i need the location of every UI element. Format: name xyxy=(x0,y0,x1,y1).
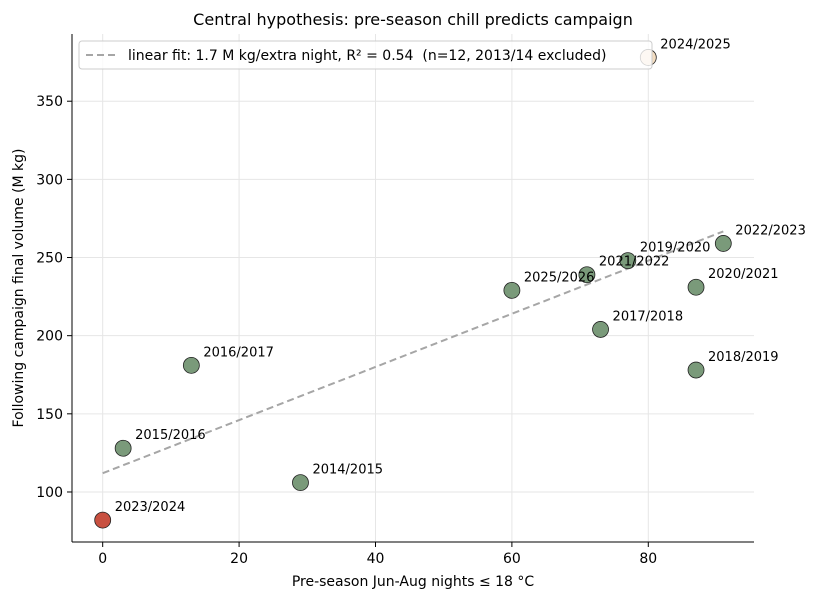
point-label: 2019/2020 xyxy=(640,241,711,256)
point-label: 2018/2019 xyxy=(708,350,779,365)
y-tick-label: 200 xyxy=(36,329,63,345)
point-label: 2016/2017 xyxy=(203,345,274,360)
legend-box xyxy=(78,40,653,70)
point-label: 2014/2015 xyxy=(312,463,383,478)
point-label: 2025/2026 xyxy=(524,270,595,285)
point-label: 2017/2018 xyxy=(613,309,684,324)
data-point xyxy=(114,439,132,457)
point-label: 2024/2025 xyxy=(660,37,731,52)
x-tick-label: 0 xyxy=(98,551,107,567)
legend: linear fit: 1.7 M kg/extra night, R² = 0… xyxy=(78,40,653,70)
y-axis-label: Following campaign final volume (M kg) xyxy=(11,149,27,428)
data-point xyxy=(503,281,521,299)
x-tick-label: 80 xyxy=(639,551,657,567)
data-point xyxy=(292,474,309,492)
x-axis-label: Pre-season Jun-Aug nights ≤ 18 °C xyxy=(292,574,535,590)
x-tick-label: 60 xyxy=(503,551,521,567)
tick-labels: 0 20 40 60 80 100 150 200 250 300 350 xyxy=(36,94,657,567)
y-tick-label: 350 xyxy=(36,94,63,110)
data-point xyxy=(619,252,637,270)
point-label: 2015/2016 xyxy=(135,428,206,443)
legend-label: linear fit: 1.7 M kg/extra night, R² = 0… xyxy=(128,48,606,64)
data-point xyxy=(592,321,609,338)
data-point xyxy=(182,356,200,374)
point-label: 2022/2023 xyxy=(735,223,806,238)
point-label: 2020/2021 xyxy=(708,267,779,282)
points-layer: 2014/2015 2015/2016 2016/2017 2017/2018 2018… xyxy=(94,37,806,529)
fit-line xyxy=(102,230,724,475)
y-tick-label: 250 xyxy=(36,251,63,267)
data-point xyxy=(687,278,705,296)
x-tick-label: 40 xyxy=(367,551,385,567)
point-label: 2021/2022 xyxy=(599,255,670,270)
data-point xyxy=(94,511,112,529)
x-tick-label: 20 xyxy=(230,551,248,567)
data-point xyxy=(687,361,705,379)
y-tick-label: 100 xyxy=(36,485,63,501)
data-point xyxy=(714,235,732,252)
point-label: 2023/2024 xyxy=(115,500,186,515)
y-tick-label: 150 xyxy=(36,407,63,423)
grid-lines xyxy=(72,34,754,542)
fit-line-layer xyxy=(102,230,724,475)
data-point xyxy=(578,266,596,284)
y-tick-label: 300 xyxy=(36,172,63,188)
chart-title: Central hypothesis: pre-season chill pre… xyxy=(193,10,633,29)
axes xyxy=(67,34,754,547)
